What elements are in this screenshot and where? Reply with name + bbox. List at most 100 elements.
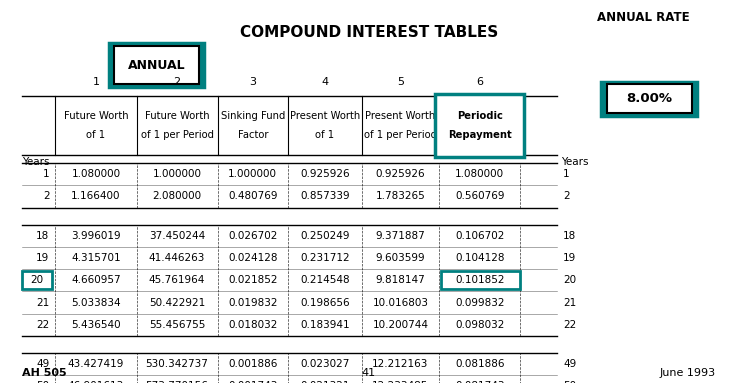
Text: Periodic: Periodic [460, 111, 500, 121]
Text: 21: 21 [36, 298, 49, 308]
Text: 21: 21 [563, 298, 576, 308]
Text: 50: 50 [36, 381, 49, 383]
Text: 0.081743: 0.081743 [455, 381, 505, 383]
Text: Years: Years [22, 157, 49, 167]
Text: 41.446263: 41.446263 [149, 253, 205, 263]
Text: Sinking Fund: Sinking Fund [221, 111, 285, 121]
Text: 0.101852: 0.101852 [455, 275, 505, 285]
Text: 530.342737: 530.342737 [145, 359, 209, 369]
Text: 0.001743: 0.001743 [228, 381, 277, 383]
Text: 20: 20 [36, 275, 49, 285]
Text: 1.080000: 1.080000 [72, 169, 120, 179]
Text: 20: 20 [563, 275, 576, 285]
Text: 0.024128: 0.024128 [228, 253, 277, 263]
Text: 1.000000: 1.000000 [153, 169, 201, 179]
Text: 0.101852: 0.101852 [455, 275, 506, 285]
Text: 573.770156: 573.770156 [145, 381, 209, 383]
Text: 0.480769: 0.480769 [228, 192, 277, 201]
Text: 9.818147: 9.818147 [376, 275, 425, 285]
Text: 4.315701: 4.315701 [71, 253, 121, 263]
Text: 0.019832: 0.019832 [228, 298, 277, 308]
Text: 0.001886: 0.001886 [228, 359, 277, 369]
Text: 0.106702: 0.106702 [455, 231, 504, 241]
Text: 0.098032: 0.098032 [455, 320, 504, 330]
Text: 18: 18 [563, 231, 576, 241]
Text: 49: 49 [36, 359, 49, 369]
FancyBboxPatch shape [601, 82, 697, 116]
Text: 12.233485: 12.233485 [372, 381, 429, 383]
FancyBboxPatch shape [607, 84, 692, 113]
Text: 18: 18 [36, 231, 49, 241]
FancyBboxPatch shape [109, 43, 204, 87]
Text: 0.925926: 0.925926 [300, 169, 350, 179]
Text: 3.996019: 3.996019 [71, 231, 121, 241]
Text: 5: 5 [397, 77, 404, 87]
Text: of 1: of 1 [86, 130, 106, 140]
Text: 0.198656: 0.198656 [300, 298, 350, 308]
Text: 12.212163: 12.212163 [372, 359, 429, 369]
Text: 2: 2 [173, 77, 181, 87]
FancyBboxPatch shape [441, 271, 520, 290]
Text: Present Worth: Present Worth [289, 111, 360, 121]
Text: 50.422921: 50.422921 [149, 298, 205, 308]
Text: 0.081886: 0.081886 [455, 359, 505, 369]
Text: 55.456755: 55.456755 [149, 320, 205, 330]
Text: 1.166400: 1.166400 [71, 192, 121, 201]
Text: 0.857339: 0.857339 [300, 192, 350, 201]
Text: 0.018032: 0.018032 [228, 320, 277, 330]
Text: of 1: of 1 [315, 130, 334, 140]
Text: 2: 2 [563, 192, 570, 201]
Text: 22: 22 [36, 320, 49, 330]
FancyBboxPatch shape [22, 271, 52, 290]
FancyBboxPatch shape [114, 46, 199, 84]
Text: 0.560769: 0.560769 [455, 192, 505, 201]
Text: 9.603599: 9.603599 [376, 253, 425, 263]
Text: 0.250249: 0.250249 [300, 231, 350, 241]
Text: 10.016803: 10.016803 [373, 298, 428, 308]
Text: 1.080000: 1.080000 [455, 169, 504, 179]
Text: 1: 1 [92, 77, 100, 87]
Text: 22: 22 [563, 320, 576, 330]
Text: 46.901613: 46.901613 [68, 381, 124, 383]
Text: 49: 49 [563, 359, 576, 369]
Text: 3: 3 [249, 77, 256, 87]
Text: Factor: Factor [238, 130, 268, 140]
Text: 6: 6 [476, 77, 483, 87]
Text: 1.783265: 1.783265 [376, 192, 425, 201]
Text: 8.00%: 8.00% [626, 92, 672, 105]
Text: 50: 50 [563, 381, 576, 383]
Text: 19: 19 [36, 253, 49, 263]
Text: June 1993: June 1993 [660, 368, 716, 378]
Text: Future Worth: Future Worth [145, 111, 210, 121]
Text: 5.436540: 5.436540 [71, 320, 121, 330]
Text: 0.021321: 0.021321 [300, 381, 350, 383]
Text: 10.200744: 10.200744 [373, 320, 428, 330]
Text: 0.183941: 0.183941 [300, 320, 350, 330]
Text: Present Worth: Present Worth [365, 111, 435, 121]
Text: 45.761964: 45.761964 [149, 275, 205, 285]
Text: Years: Years [561, 157, 588, 167]
Text: COMPOUND INTEREST TABLES: COMPOUND INTEREST TABLES [240, 25, 498, 40]
Text: 20: 20 [31, 275, 44, 285]
FancyBboxPatch shape [435, 94, 524, 157]
Text: AH 505: AH 505 [22, 368, 66, 378]
Text: 41: 41 [362, 368, 376, 378]
Text: 0.104128: 0.104128 [455, 253, 505, 263]
Text: 0.023027: 0.023027 [300, 359, 349, 369]
Text: 0.214548: 0.214548 [300, 275, 350, 285]
Text: 0.231712: 0.231712 [300, 253, 350, 263]
Text: 43.427419: 43.427419 [68, 359, 124, 369]
Text: 0.026702: 0.026702 [228, 231, 277, 241]
Text: 37.450244: 37.450244 [149, 231, 205, 241]
Text: 4.660957: 4.660957 [71, 275, 121, 285]
Text: of 1 per Period: of 1 per Period [364, 130, 437, 140]
Text: 0.925926: 0.925926 [376, 169, 425, 179]
Text: of 1 per Period: of 1 per Period [141, 130, 213, 140]
Text: 4: 4 [321, 77, 328, 87]
Text: 19: 19 [563, 253, 576, 263]
Text: 2: 2 [43, 192, 49, 201]
Text: Repayment: Repayment [452, 130, 508, 140]
Text: 1: 1 [563, 169, 570, 179]
Text: Repayment: Repayment [448, 130, 511, 140]
Text: 0.021852: 0.021852 [228, 275, 277, 285]
